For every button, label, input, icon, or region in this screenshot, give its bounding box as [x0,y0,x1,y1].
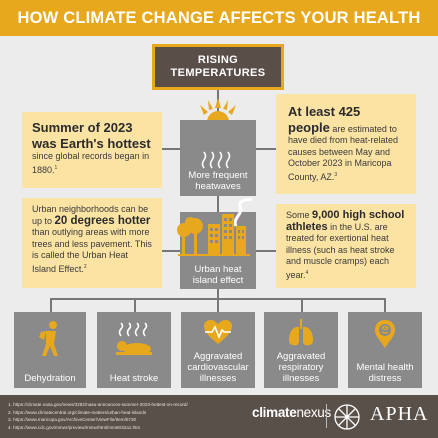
connector-line [384,298,386,312]
climate-nexus-logo: climatenexus [252,405,331,420]
summer-text: since global records began in 1880. [32,151,150,175]
deaths-headline-2: people [288,119,330,135]
athletes-highlight: 9,000 high school athletes [286,209,405,233]
footer-bar [0,395,438,438]
heatwaves-box: More frequent heatwaves [180,120,256,196]
deaths-text: are estimated to have died from heat-rel… [288,123,399,182]
connector-line [162,148,180,150]
connector-line [50,298,52,312]
effect-label: Aggravated [193,351,243,362]
effect-cardiovascular: Aggravated cardiovascular illnesses [181,312,255,388]
connector-line [217,289,219,299]
effect-label: respiratory [278,362,324,373]
banner-title: HOW CLIMATE CHANGE AFFECTS YOUR HEALTH [0,0,438,36]
effect-label: Heat stroke [109,373,159,384]
brand-bold: climate [252,405,297,420]
urban-ref: 2 [83,263,87,270]
urban-highlight: 20 degrees hotter [54,214,151,227]
urban-text-pre: Urban neighborhoods can be up to [32,204,149,226]
reference-item: 1. https://climate.nasa.gov/news/3282/na… [8,402,188,407]
deaths-ref: 3 [334,171,338,178]
reference-item: 2. https://www.climatecentral.org/climat… [8,409,147,415]
uhi-label-line1: Urban heat [194,264,242,275]
connector-line [162,250,180,252]
connector-line [256,250,276,252]
summer-ref: 1 [54,164,58,171]
athletes-text: in the U.S. are treated for exertional h… [286,221,395,280]
apha-logo-text: APHA [370,403,429,425]
reference-item: 4. https://www.cdc.gov/mmwr/preview/mmwr… [8,424,141,430]
athletes-ref: 4 [305,269,309,276]
dehydration-icon [39,321,58,356]
effect-dehydration: Dehydration [14,312,86,388]
summer-headline: Summer of 2023 was Earth's hottest [32,120,151,151]
lungs-icon [289,319,313,346]
rising-label-line2: TEMPERATURES [170,67,266,79]
summer-2023-card: Summer of 2023 was Earth's hottest since… [22,112,162,188]
footer-divider [326,404,327,428]
apha-seal-icon [334,404,360,430]
effect-heat-stroke: Heat stroke [97,312,171,388]
effect-label: Aggravated [276,351,326,362]
connector-line [217,298,219,312]
urban-text: than outlying areas with more trees and … [32,227,152,274]
heatwaves-label-line2: heatwaves [195,181,241,192]
connector-line [301,298,303,312]
heat-stroke-icon [116,322,152,355]
references-list: 1. https://climate.nasa.gov/news/3282/na… [8,401,230,431]
athletes-card: Some 9,000 high school athletes in the U… [276,204,416,288]
connector-line [217,196,219,212]
heat-deaths-card: At least 425 people are estimated to hav… [276,94,416,194]
effect-label: illnesses [199,373,237,384]
deaths-headline-1: At least 425 [288,104,361,119]
effect-mental-health: Mental health distress [348,312,422,388]
heatwaves-label-line1: More frequent [188,170,248,181]
uhi-label-line2: island effect [192,275,244,286]
urban-heat-island-label: Urban heat island effect [180,264,256,286]
city-buildings-icon [177,198,253,256]
athletes-text-pre: Some [286,210,313,220]
brand-light: nexus [296,405,331,420]
rising-temperatures-box: RISING TEMPERATURES [152,44,284,90]
effect-respiratory: Aggravated respiratory illnesses [264,312,338,388]
effect-label: distress [368,373,402,384]
connector-line [134,298,136,312]
effect-label: cardiovascular [187,362,249,373]
connector-line [256,148,276,150]
effect-label: illnesses [282,373,320,384]
heart-icon [204,320,232,344]
effect-label: Dehydration [24,373,76,384]
urban-hotter-card: Urban neighborhoods can be up to 20 degr… [22,198,162,288]
heat-waves-icon [201,151,231,169]
rising-label-line1: RISING [197,54,239,66]
effect-label: Mental health [356,362,414,373]
brain-icon [375,320,395,348]
reference-item: 3. https://www.maricopa.gov/ArchiveCente… [8,417,137,422]
